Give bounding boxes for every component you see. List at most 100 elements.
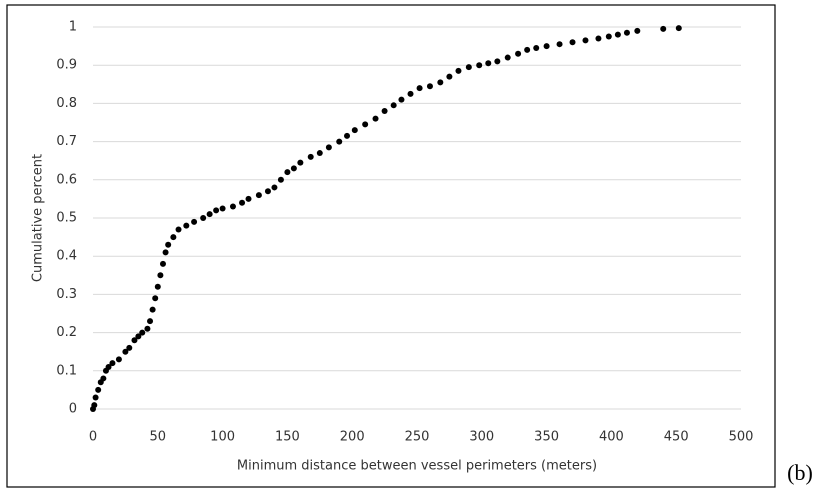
point bbox=[165, 241, 172, 248]
point bbox=[446, 73, 453, 80]
point bbox=[325, 144, 332, 151]
point bbox=[524, 46, 531, 53]
point bbox=[569, 39, 576, 46]
point bbox=[634, 27, 641, 34]
point bbox=[351, 127, 358, 134]
point bbox=[277, 176, 284, 183]
point bbox=[407, 90, 414, 97]
x-tick-label: 100 bbox=[210, 430, 235, 445]
y-tick-label: 0 bbox=[69, 402, 77, 417]
point bbox=[307, 153, 314, 160]
point bbox=[105, 363, 112, 370]
point bbox=[149, 306, 156, 313]
x-tick-label: 500 bbox=[729, 430, 754, 445]
point bbox=[398, 96, 405, 103]
point bbox=[362, 121, 369, 128]
point bbox=[437, 79, 444, 86]
point bbox=[605, 33, 612, 40]
y-tick-label: 0.2 bbox=[56, 325, 77, 340]
point bbox=[372, 115, 379, 122]
point bbox=[139, 329, 146, 336]
point bbox=[660, 25, 667, 32]
point bbox=[476, 62, 483, 69]
point bbox=[147, 318, 154, 325]
y-tick-label: 0.5 bbox=[56, 211, 77, 226]
y-tick-label: 0.4 bbox=[56, 249, 77, 264]
point bbox=[504, 54, 511, 61]
point bbox=[290, 165, 297, 172]
point bbox=[213, 207, 220, 214]
point bbox=[157, 272, 164, 279]
y-tick-label: 0.3 bbox=[56, 287, 77, 302]
point bbox=[144, 325, 151, 332]
point bbox=[162, 249, 169, 256]
point bbox=[191, 218, 198, 225]
point bbox=[485, 60, 492, 67]
point bbox=[91, 402, 98, 409]
point bbox=[284, 169, 291, 176]
point bbox=[264, 188, 271, 195]
point bbox=[390, 102, 397, 109]
y-tick-label: 0.6 bbox=[56, 172, 77, 187]
y-tick-label: 0.7 bbox=[56, 134, 77, 149]
point bbox=[465, 64, 472, 71]
point bbox=[183, 222, 190, 229]
x-tick-label: 450 bbox=[664, 430, 689, 445]
point bbox=[219, 205, 226, 212]
point bbox=[152, 295, 159, 302]
point bbox=[336, 138, 343, 145]
point bbox=[543, 43, 550, 50]
point bbox=[344, 132, 351, 139]
x-tick-label: 300 bbox=[469, 430, 494, 445]
point bbox=[255, 192, 262, 199]
x-tick-label: 200 bbox=[340, 430, 365, 445]
point bbox=[100, 375, 107, 382]
point bbox=[455, 67, 462, 74]
x-tick-label: 0 bbox=[89, 430, 97, 445]
point bbox=[416, 85, 423, 92]
point bbox=[239, 199, 246, 206]
point bbox=[316, 150, 323, 157]
y-tick-label: 0.9 bbox=[56, 58, 77, 73]
y-tick-label: 0.8 bbox=[56, 96, 77, 111]
point bbox=[245, 195, 252, 202]
point bbox=[582, 37, 589, 44]
point bbox=[675, 25, 682, 32]
point bbox=[515, 50, 522, 57]
point bbox=[229, 203, 236, 210]
point bbox=[126, 344, 133, 351]
x-tick-label: 50 bbox=[150, 430, 167, 445]
point bbox=[115, 356, 122, 363]
point bbox=[206, 211, 213, 218]
point bbox=[533, 45, 540, 52]
point bbox=[271, 184, 278, 191]
point bbox=[109, 360, 116, 367]
x-axis-title: Minimum distance between vessel perimete… bbox=[237, 459, 597, 474]
point bbox=[297, 159, 304, 166]
x-tick-label: 400 bbox=[599, 430, 624, 445]
point bbox=[426, 83, 433, 90]
point bbox=[200, 215, 207, 221]
x-tick-label: 150 bbox=[275, 430, 300, 445]
point bbox=[159, 260, 166, 267]
point bbox=[154, 283, 161, 290]
point bbox=[135, 333, 142, 340]
y-tick-label: 1 bbox=[69, 20, 77, 35]
chart-frame bbox=[6, 4, 776, 488]
point bbox=[131, 337, 138, 344]
point bbox=[623, 29, 630, 36]
point bbox=[122, 348, 129, 355]
point bbox=[494, 58, 501, 65]
point bbox=[381, 108, 388, 115]
y-tick-label: 0.1 bbox=[56, 363, 77, 378]
point bbox=[92, 394, 99, 401]
point bbox=[614, 31, 621, 38]
x-tick-label: 350 bbox=[534, 430, 559, 445]
point bbox=[95, 386, 102, 393]
panel-label: (b) bbox=[787, 460, 813, 485]
point bbox=[170, 234, 177, 241]
x-tick-label: 250 bbox=[405, 430, 430, 445]
y-axis-title: Cumulative percent bbox=[31, 154, 46, 282]
point bbox=[595, 35, 602, 42]
